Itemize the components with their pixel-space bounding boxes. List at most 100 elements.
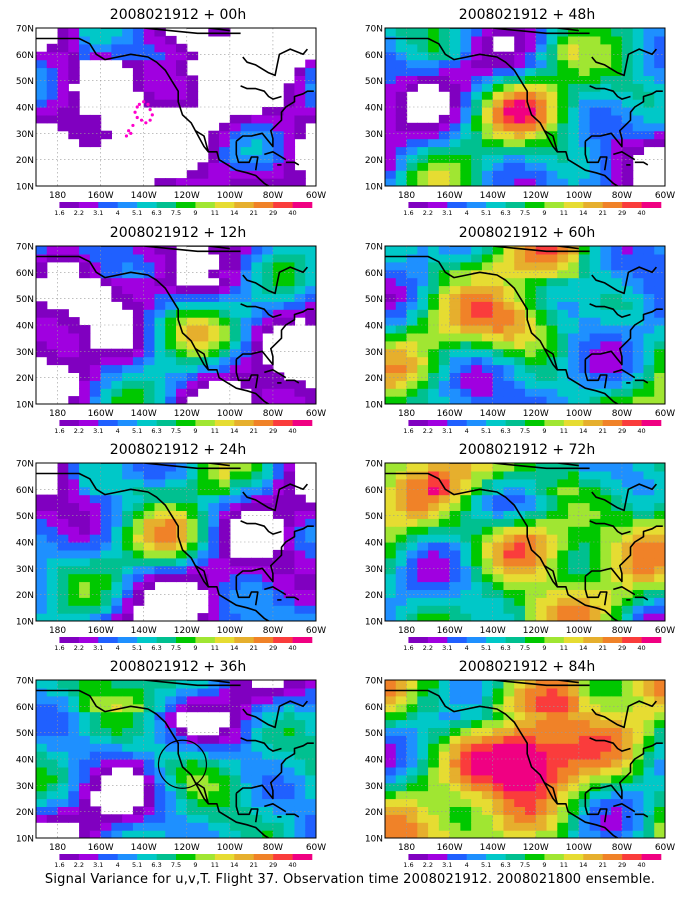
- colorbar-label: 6.3: [500, 427, 510, 435]
- variance-map: 70N 60N 50N 40N 30N 20N 10N 180 160W 140W 120W 100W…: [16, 243, 326, 436]
- colorbar-swatch: [214, 854, 235, 860]
- colorbar-label: 9: [193, 209, 197, 217]
- colorbar-swatch: [389, 854, 409, 860]
- colorbar-swatch: [59, 420, 80, 426]
- colorbar-label: 3.1: [442, 427, 452, 435]
- colorbar-label: 7.5: [171, 644, 181, 652]
- colorbar-swatch: [486, 854, 506, 860]
- lon-label: 60W: [306, 626, 326, 636]
- colorbar-swatch: [525, 854, 545, 860]
- coastlines: [385, 463, 663, 621]
- lat-label: 50N: [16, 512, 34, 522]
- colorbar-swatch: [583, 420, 604, 426]
- observation-dot: [124, 134, 129, 138]
- lon-label: 160W: [88, 843, 114, 853]
- observation-dot: [144, 121, 148, 125]
- panel-title: 2008021912 + 36h: [109, 659, 247, 675]
- map-panel: 2008021912 + 72h 70N 60N 50N 40N 30N 20N 10N 18…: [357, 441, 697, 656]
- lon-label: 160W: [88, 626, 114, 636]
- colorbar-swatch: [427, 420, 448, 426]
- colorbar-label: 40: [637, 209, 645, 217]
- lat-label: 40N: [365, 756, 383, 766]
- colorbar: [389, 854, 662, 860]
- lon-label: 140W: [480, 626, 506, 636]
- colorbar-label: 21: [250, 209, 258, 217]
- colorbar-label: 6.3: [500, 209, 510, 217]
- colorbar-label: 4: [116, 644, 120, 652]
- lat-label: 10N: [365, 401, 383, 411]
- coastlines: [36, 680, 314, 838]
- lat-label: 40N: [365, 539, 383, 549]
- colorbar-swatch: [447, 420, 468, 426]
- colorbar-swatch: [176, 637, 196, 643]
- observation-dot: [137, 102, 141, 106]
- colorbar-label: 21: [599, 427, 607, 435]
- colorbar-swatch: [602, 202, 623, 208]
- colorbar-swatch: [389, 420, 409, 426]
- lat-label: 60N: [365, 51, 383, 61]
- colorbar-swatch: [78, 637, 99, 643]
- colorbar-label: 7.5: [520, 644, 530, 652]
- colorbar-label: 40: [288, 427, 296, 435]
- colorbar-label: 14: [579, 427, 587, 435]
- colorbar-label: 7.5: [171, 209, 181, 217]
- observation-dot: [135, 115, 139, 120]
- colorbar-label: 3.1: [93, 644, 103, 652]
- colorbar-label: 1.6: [54, 644, 64, 652]
- colorbar-swatch: [214, 202, 235, 208]
- colorbar-label: 21: [250, 861, 258, 869]
- map-panel: 2008021912 + 36h 70N 60N 50N 40N 30N 20N 10N 18…: [8, 658, 348, 873]
- colorbar-label: 2.2: [74, 644, 84, 652]
- panel-title: 2008021912 + 48h: [458, 7, 596, 23]
- colorbar-swatch: [117, 202, 138, 208]
- lat-label: 60N: [16, 269, 34, 279]
- colorbar-label: 2.2: [423, 427, 433, 435]
- panel-title: 2008021912 + 00h: [109, 7, 247, 23]
- lat-label: 30N: [365, 348, 383, 358]
- colorbar-label: 21: [599, 644, 607, 652]
- lon-label: 120W: [523, 191, 549, 201]
- colorbar-swatch: [427, 202, 448, 208]
- colorbar-swatch: [117, 637, 138, 643]
- lat-label: 20N: [365, 808, 383, 818]
- map-frame: [35, 679, 317, 839]
- colorbar-swatch: [563, 420, 584, 426]
- colorbar-label: 1.6: [54, 209, 64, 217]
- variance-map: 70N 60N 50N 40N 30N 20N 10N 180 160W 140W 120W 100W…: [365, 243, 675, 436]
- lat-label: 30N: [16, 348, 34, 358]
- colorbar-swatch: [234, 420, 255, 426]
- map-frame: [35, 462, 317, 622]
- lon-label: 100W: [217, 626, 243, 636]
- colorbar-swatch: [253, 854, 274, 860]
- colorbar-label: 6.3: [151, 861, 161, 869]
- lon-label: 180: [49, 626, 66, 636]
- lon-label: 100W: [566, 191, 592, 201]
- colorbar-swatch: [156, 202, 177, 208]
- lat-label: 70N: [365, 677, 383, 687]
- coastlines: [385, 28, 663, 186]
- colorbar-label: 7.5: [171, 427, 181, 435]
- colorbar-label: 2.2: [74, 861, 84, 869]
- colorbar-label: 9: [542, 644, 546, 652]
- colorbar-swatch: [253, 420, 274, 426]
- variance-map: 70N 60N 50N 40N 30N 20N 10N 180 160W 140W 120W 100W…: [365, 460, 675, 653]
- colorbar-swatch: [602, 637, 623, 643]
- lon-label: 120W: [174, 843, 200, 853]
- colorbar-label: 29: [269, 427, 277, 435]
- colorbar-swatch: [59, 854, 80, 860]
- lon-label: 80W: [612, 191, 632, 201]
- observation-dot: [142, 100, 146, 104]
- figure-caption: Signal Variance for u,v,T. Flight 37. Ob…: [44, 872, 656, 887]
- colorbar-swatch: [156, 420, 177, 426]
- lat-label: 20N: [365, 156, 383, 166]
- colorbar-label: 4: [465, 209, 469, 217]
- lon-label: 180: [398, 191, 415, 201]
- lat-label: 50N: [365, 512, 383, 522]
- lon-label: 120W: [523, 843, 549, 853]
- lon-label: 80W: [263, 191, 283, 201]
- colorbar-label: 4: [465, 861, 469, 869]
- colorbar-label: 6.3: [151, 644, 161, 652]
- lon-label: 100W: [566, 843, 592, 853]
- lat-label: 40N: [365, 104, 383, 114]
- colorbar-swatch: [525, 420, 545, 426]
